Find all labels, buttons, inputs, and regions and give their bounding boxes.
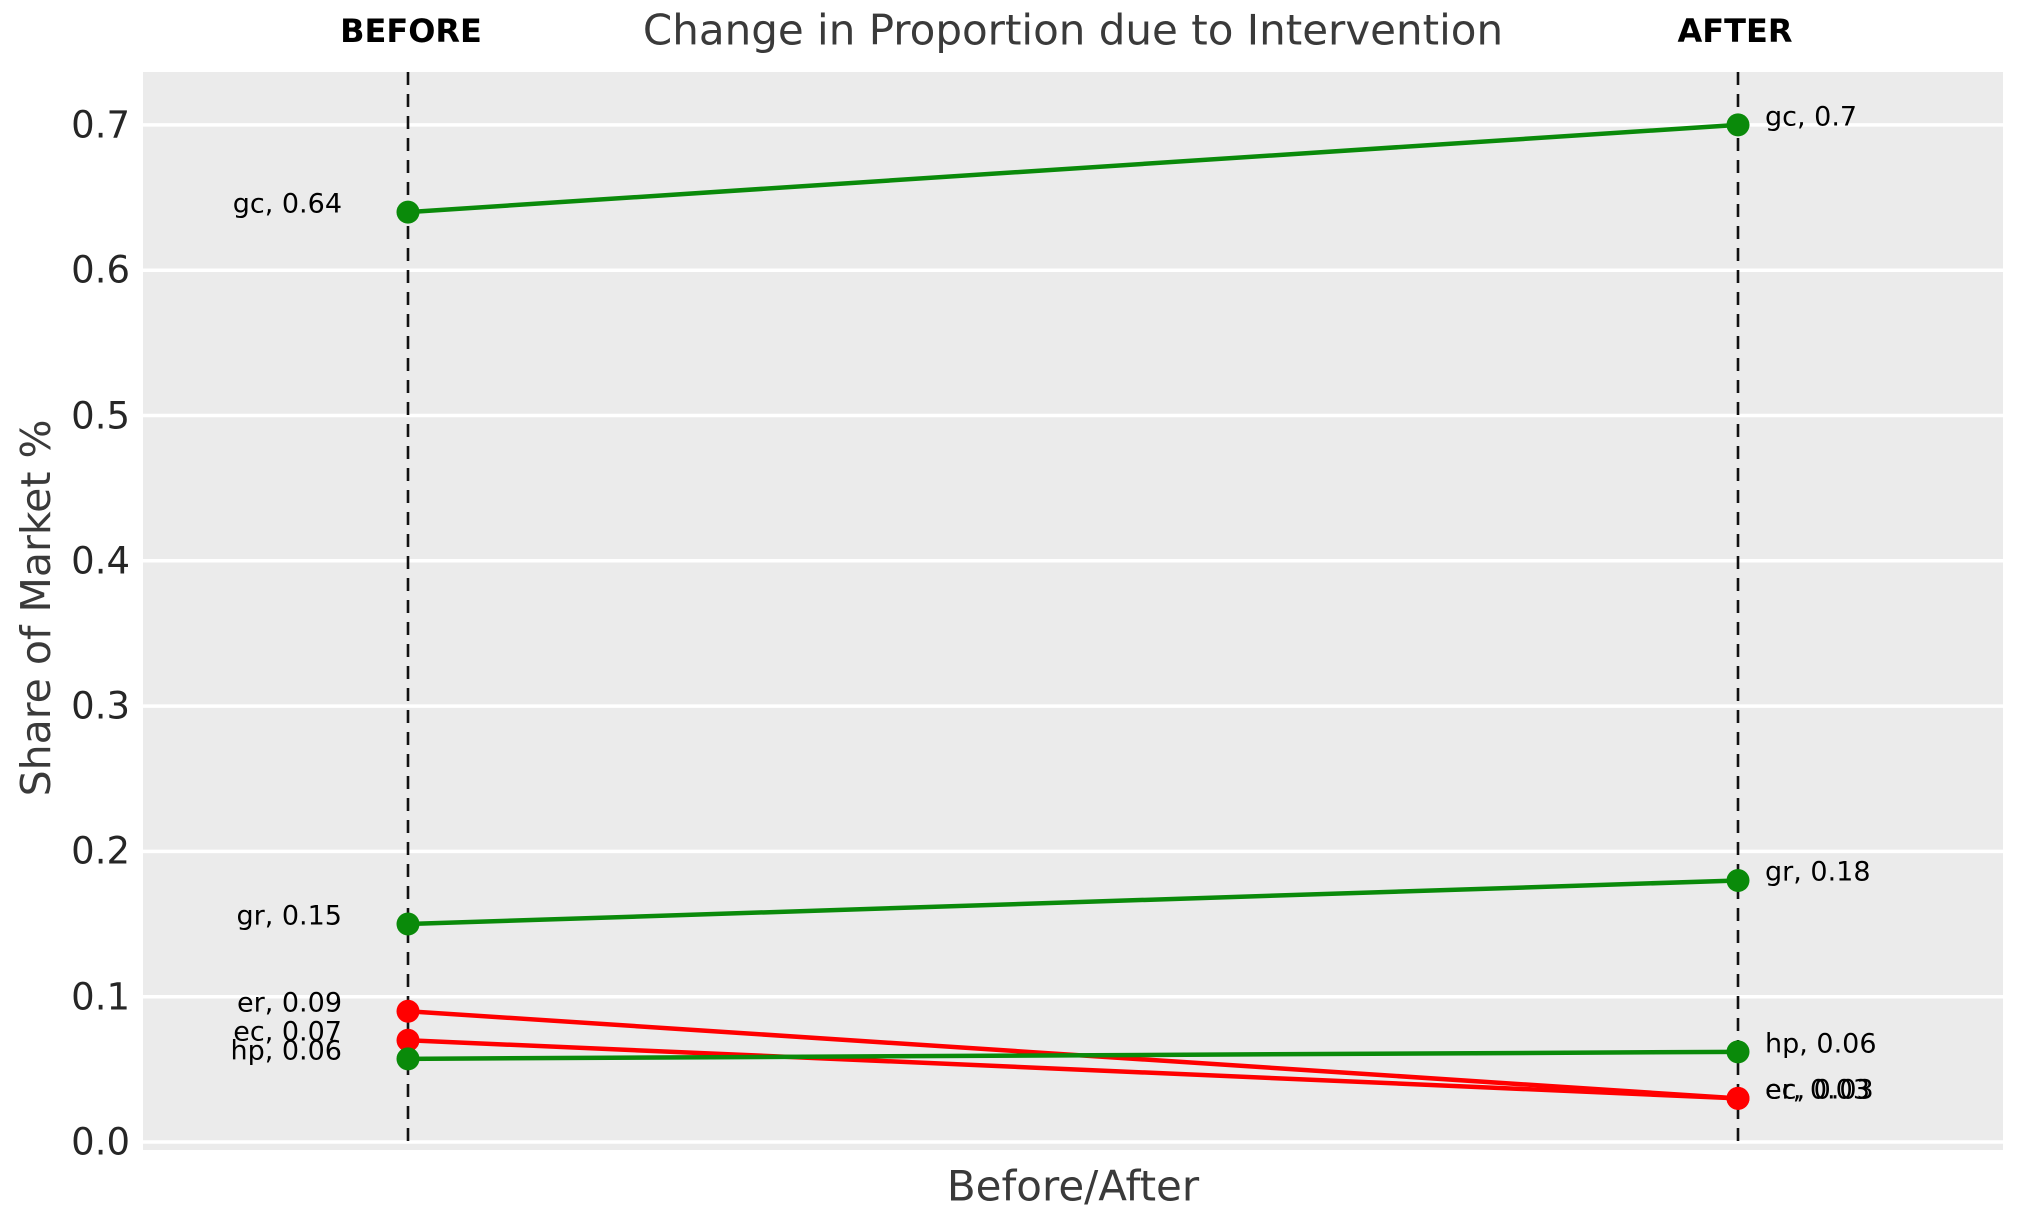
label-before-gr: gr, 0.15: [236, 900, 342, 932]
series-line-gc: [407, 122, 1739, 215]
label-before-er: er, 0.09: [237, 987, 342, 1019]
point-before-hp: [396, 1047, 420, 1071]
label-after-hp: hp, 0.06: [1765, 1028, 1877, 1060]
y-tick-label: 0.6: [71, 248, 130, 292]
y-tick-label: 0.7: [71, 103, 130, 147]
y-tick-label: 0.4: [71, 539, 130, 583]
column-header-before: BEFORE: [340, 12, 482, 50]
y-axis-label: Share of Market %: [12, 419, 60, 797]
point-after-hp: [1726, 1040, 1750, 1064]
series-line-gr: [407, 878, 1739, 927]
point-before-er: [396, 999, 420, 1023]
label-after-gr: gr, 0.18: [1765, 856, 1871, 888]
point-after-gc: [1726, 113, 1750, 137]
y-tick-label: 0.3: [71, 684, 130, 728]
label-after-er: er, 0.03: [1765, 1074, 1870, 1106]
point-before-gr: [396, 912, 420, 936]
y-tick-label: 0.0: [71, 1120, 130, 1164]
label-after-ec: ec, 0.03: [1765, 1074, 1874, 1106]
label-before-ec: ec, 0.07: [233, 1016, 342, 1048]
column-header-after: AFTER: [1677, 12, 1793, 50]
point-after-ec: [1726, 1086, 1750, 1110]
y-tick-label: 0.2: [71, 829, 130, 873]
label-before-gc: gc, 0.64: [232, 188, 342, 220]
label-after-gc: gc, 0.7: [1765, 101, 1858, 133]
chart-title: Change in Proportion due to Intervention: [642, 5, 1504, 55]
plot-area: [143, 72, 2003, 1150]
point-before-gc: [396, 200, 420, 224]
label-before-hp: hp, 0.06: [230, 1035, 342, 1067]
y-tick-label: 0.5: [71, 394, 130, 437]
x-axis-label: Before/After: [946, 1161, 1200, 1211]
point-after-gr: [1726, 868, 1750, 892]
point-before-ec: [396, 1028, 420, 1052]
series-line-ec: [407, 1038, 1739, 1101]
y-tick-label: 0.1: [71, 975, 130, 1019]
series-line-hp: [407, 1049, 1739, 1062]
